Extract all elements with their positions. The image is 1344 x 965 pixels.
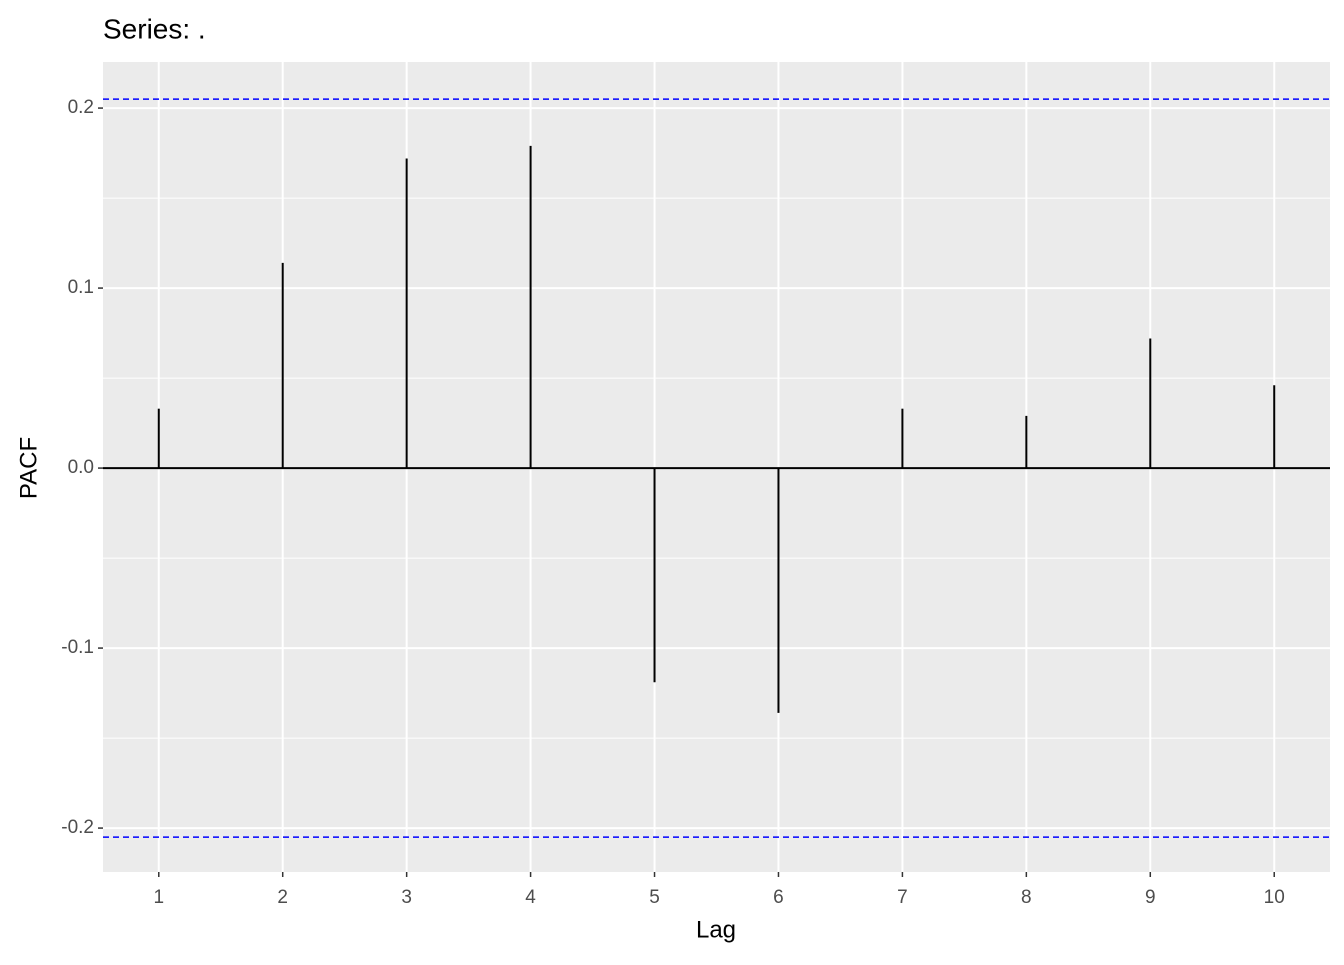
x-tick-label: 10 [1264, 887, 1285, 908]
y-tick-label: 0.0 [68, 457, 94, 478]
plot-panel [103, 62, 1330, 872]
x-tick-label: 6 [773, 887, 784, 908]
x-tick-label: 7 [897, 887, 908, 908]
y-tick-label: -0.2 [61, 817, 94, 838]
x-tick-label: 3 [401, 887, 412, 908]
x-tick-label: 1 [153, 887, 164, 908]
x-tick-label: 4 [525, 887, 536, 908]
y-tick-label: -0.1 [61, 637, 94, 658]
y-tick-label: 0.2 [68, 97, 94, 118]
y-tick-label: 0.1 [68, 277, 94, 298]
x-tick-label: 8 [1021, 887, 1032, 908]
chart-title: Series: . [103, 13, 206, 44]
y-axis-title: PACF [15, 437, 42, 499]
x-tick-label: 9 [1145, 887, 1156, 908]
x-tick-label: 5 [649, 887, 660, 908]
x-axis-title: Lag [696, 916, 736, 943]
x-tick-label: 2 [277, 887, 288, 908]
